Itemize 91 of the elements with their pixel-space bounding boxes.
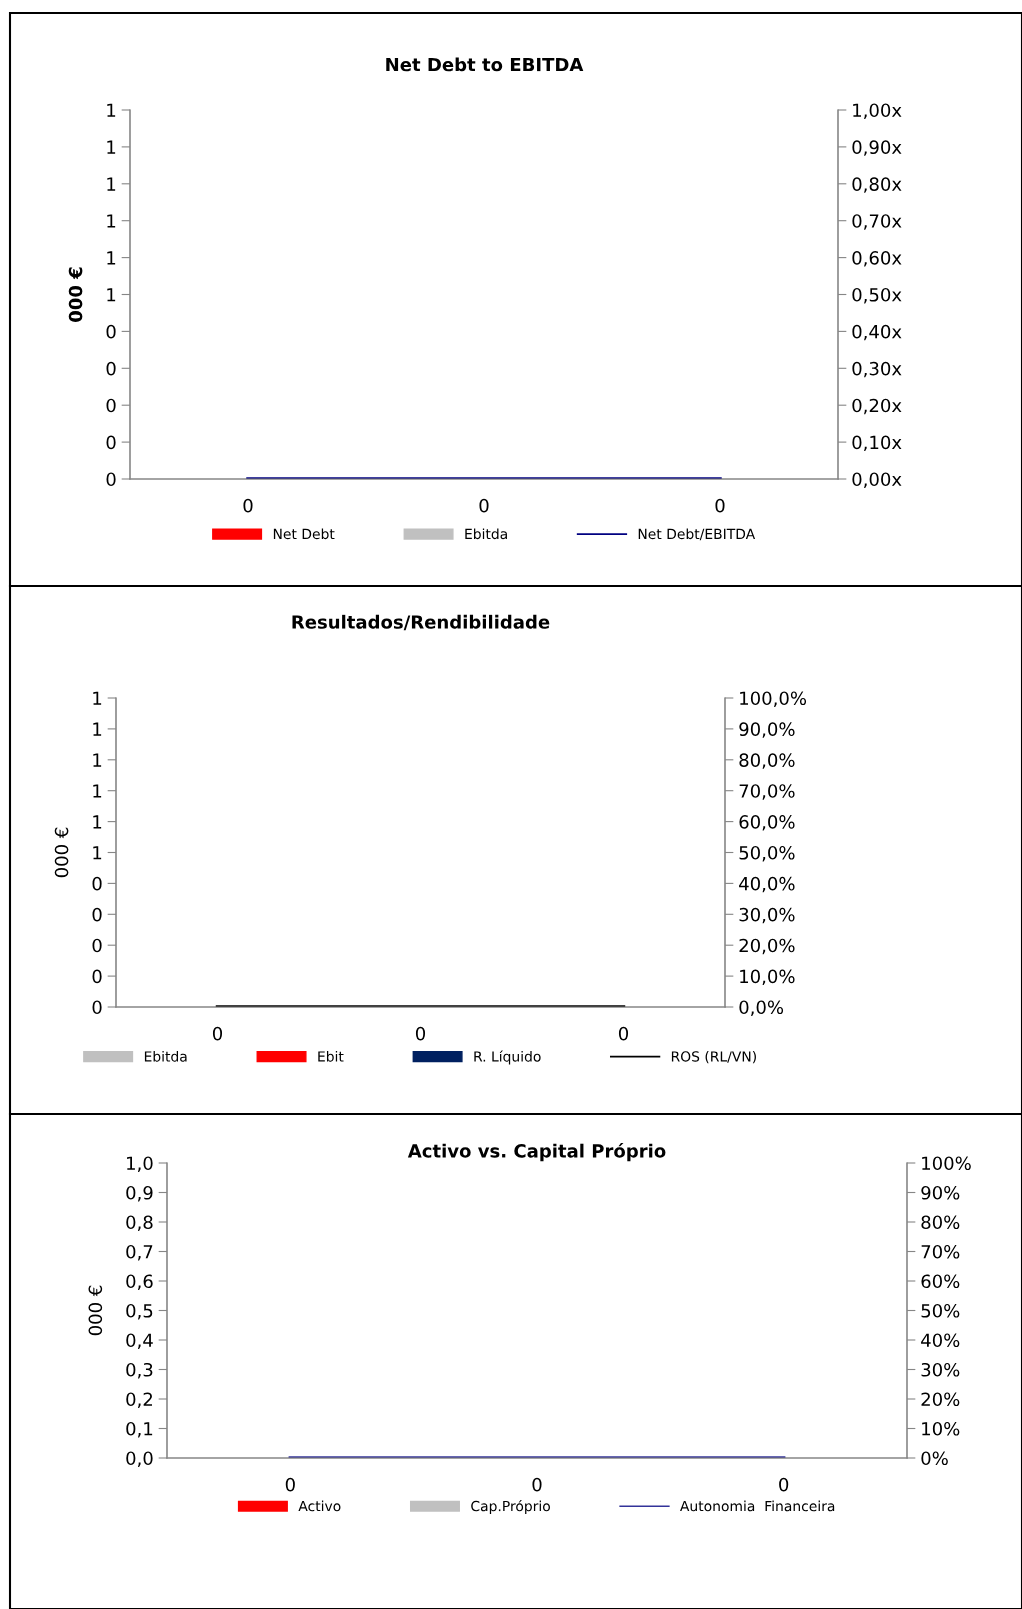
x-tick-label: 0 xyxy=(715,498,725,513)
x-tick-label: 0 xyxy=(779,1477,789,1492)
y-tick-label: 1 xyxy=(107,103,116,117)
y2-tick-label: 0,80x xyxy=(852,177,902,193)
y2-tick-label: 20,0% xyxy=(739,938,795,955)
x-tick-label: 0 xyxy=(243,498,253,513)
y2-tick-label: 0,90x xyxy=(852,140,902,156)
y2-tick-label: 0,30x xyxy=(852,361,902,378)
legend-label: ROS (RL/VN) xyxy=(671,1050,756,1064)
legend-label: Autonomia Financeira xyxy=(680,1500,835,1512)
y2-tick-label: 70% xyxy=(921,1244,960,1259)
y2-tick-label: 0,0% xyxy=(739,1000,784,1016)
y-axis-title: 000 € xyxy=(54,827,69,878)
y-tick-label: 1 xyxy=(93,784,102,798)
y-tick-label: 0 xyxy=(106,398,116,413)
legend-label: Net Debt/EBITDA xyxy=(638,528,756,541)
y-tick-label: 1 xyxy=(93,722,102,736)
y-tick-label: 0 xyxy=(106,435,116,450)
y2-tick-label: 0,50x xyxy=(852,287,902,304)
y-tick-label: 0 xyxy=(106,361,116,376)
x-tick-label: 0 xyxy=(479,498,489,513)
y2-tick-label: 50,0% xyxy=(739,845,795,862)
y2-tick-label: 90,0% xyxy=(739,722,795,738)
y-tick-label: 1 xyxy=(93,691,102,705)
y2-tick-label: 0,60x xyxy=(852,251,902,267)
chart-title: Activo vs. Capital Próprio xyxy=(407,1143,666,1162)
y-axis-title: 000 € xyxy=(68,267,83,322)
y-tick-label: 1 xyxy=(93,846,102,860)
y-tick-label: 1 xyxy=(93,815,102,829)
y2-tick-label: 20% xyxy=(921,1392,960,1407)
y-tick-label: 0,9 xyxy=(126,1185,153,1202)
y-tick-label: 0 xyxy=(106,472,116,487)
x-tick-label: 0 xyxy=(618,1026,629,1041)
y2-tick-label: 50% xyxy=(921,1303,960,1318)
y-tick-label: 0 xyxy=(92,907,102,922)
y-tick-label: 0 xyxy=(92,938,102,953)
y-axis-title: 000 € xyxy=(88,1285,103,1336)
y-tick-label: 0,4 xyxy=(126,1333,153,1349)
y2-tick-label: 0,10x xyxy=(852,435,902,452)
y2-tick-label: 70,0% xyxy=(739,784,795,800)
y-tick-label: 1,0 xyxy=(127,1156,153,1172)
y-tick-label: 1 xyxy=(107,251,116,265)
y-tick-label: 1 xyxy=(107,177,116,191)
y-tick-label: 1 xyxy=(107,214,116,228)
y2-tick-label: 80,0% xyxy=(739,753,795,769)
y2-tick-label: 0,40x xyxy=(852,324,902,341)
y2-tick-label: 30,0% xyxy=(739,907,795,924)
y2-tick-label: 90% xyxy=(921,1185,960,1200)
y-tick-label: 0 xyxy=(92,876,102,891)
y2-tick-label: 0,70x xyxy=(852,214,902,230)
x-tick-label: 0 xyxy=(532,1477,542,1492)
y-tick-label: 1 xyxy=(107,288,116,302)
y-tick-label: 0,7 xyxy=(126,1244,153,1261)
chart-title: Net Debt to EBITDA xyxy=(386,57,584,72)
y-tick-label: 0,1 xyxy=(126,1421,153,1438)
y-tick-label: 0,0 xyxy=(126,1451,153,1467)
legend-label: R. Líquido xyxy=(474,1050,541,1065)
y2-tick-label: 0,00x xyxy=(852,472,902,488)
y2-tick-label: 60% xyxy=(921,1274,960,1289)
y2-tick-label: 40% xyxy=(921,1333,960,1348)
y2-tick-label: 30% xyxy=(921,1362,960,1377)
y-tick-label: 0,5 xyxy=(126,1303,153,1320)
y2-tick-label: 100% xyxy=(922,1156,971,1171)
legend-label: Ebit xyxy=(318,1050,344,1062)
x-tick-label: 0 xyxy=(285,1477,295,1492)
x-tick-label: 0 xyxy=(212,1026,223,1041)
y2-tick-label: 60,0% xyxy=(739,815,795,831)
y2-tick-label: 0,20x xyxy=(852,398,902,415)
legend-label: Cap.Próprio xyxy=(471,1500,550,1514)
y-tick-label: 0 xyxy=(106,324,116,339)
legend-label: Activo xyxy=(298,1500,341,1512)
y2-tick-label: 10% xyxy=(922,1421,960,1436)
y-tick-label: 0,2 xyxy=(126,1392,152,1408)
y-tick-label: 1 xyxy=(107,140,116,154)
y2-tick-label: 100,0% xyxy=(740,691,807,707)
y-tick-label: 0,3 xyxy=(126,1362,153,1379)
legend-label: Net Debt xyxy=(273,528,335,540)
y-tick-label: 0,8 xyxy=(126,1215,153,1231)
y-tick-label: 0,6 xyxy=(126,1274,153,1290)
y2-tick-label: 10,0% xyxy=(740,969,795,986)
y2-tick-label: 40,0% xyxy=(739,876,795,893)
y-tick-label: 0 xyxy=(92,1000,102,1015)
chart-title: Resultados/Rendibilidade xyxy=(292,614,550,631)
y-tick-label: 1 xyxy=(93,753,102,767)
legend-label: Ebitda xyxy=(465,528,507,540)
y2-tick-label: 80% xyxy=(921,1215,960,1230)
x-tick-label: 0 xyxy=(415,1026,426,1041)
legend-label: Ebitda xyxy=(144,1050,187,1062)
y2-tick-label: 0% xyxy=(921,1451,948,1466)
y-tick-label: 0 xyxy=(92,969,102,984)
y2-tick-label: 1,00x xyxy=(853,103,902,119)
